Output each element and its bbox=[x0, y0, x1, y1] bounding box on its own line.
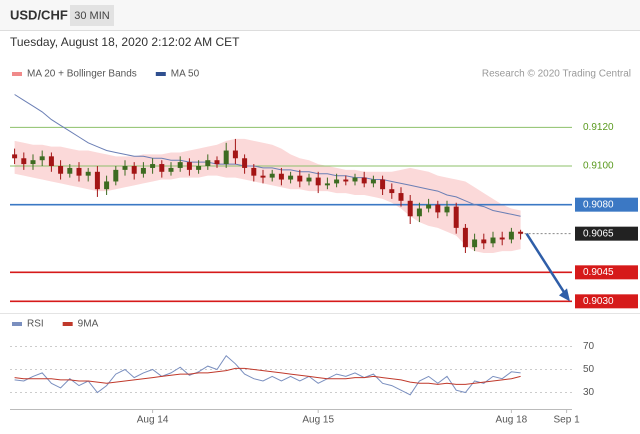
candle-body bbox=[389, 189, 395, 194]
x-tick-label: Aug 15 bbox=[302, 415, 334, 426]
candle-body bbox=[499, 237, 505, 240]
candle-body bbox=[48, 156, 54, 166]
candle-body bbox=[260, 175, 266, 178]
candle-body bbox=[251, 167, 257, 176]
candle-body bbox=[453, 206, 459, 228]
candle-body bbox=[315, 177, 321, 186]
candle-body bbox=[131, 166, 137, 174]
candle-body bbox=[30, 160, 36, 165]
level-box bbox=[575, 197, 638, 212]
candle-body bbox=[324, 183, 330, 186]
candle-body bbox=[334, 179, 340, 184]
candle-body bbox=[269, 173, 275, 178]
source: Research © 2020 Trading Central bbox=[482, 69, 631, 80]
candle-body bbox=[297, 175, 303, 182]
bollinger-band bbox=[14, 138, 521, 253]
candle-body bbox=[352, 177, 358, 182]
candle-body bbox=[462, 227, 468, 248]
candle-body bbox=[94, 171, 100, 190]
level-label: 0.9045 bbox=[583, 267, 614, 278]
indicator-line bbox=[14, 367, 521, 385]
ma50-line bbox=[14, 94, 521, 217]
candle-body bbox=[380, 179, 386, 190]
legend-swatch bbox=[12, 322, 22, 326]
level-label: 0.9120 bbox=[583, 122, 614, 133]
candle-body bbox=[242, 158, 248, 168]
candle-body bbox=[490, 237, 496, 244]
candle-body bbox=[85, 171, 91, 176]
candle-body bbox=[168, 167, 174, 172]
indicator-line bbox=[14, 354, 521, 396]
candle-body bbox=[21, 158, 27, 165]
candle-body bbox=[407, 200, 413, 217]
level-label: 0.9065 bbox=[583, 228, 614, 239]
legend-label: MA 20 + Bollinger Bands bbox=[27, 69, 137, 80]
candle-body bbox=[508, 231, 514, 240]
datetime: Tuesday, August 18, 2020 2:12:02 AM CET bbox=[10, 35, 240, 49]
legend-label: MA 50 bbox=[171, 69, 200, 80]
legend-label: 9MA bbox=[78, 319, 99, 330]
candle-body bbox=[122, 166, 128, 170]
pair: USD/CHF bbox=[10, 7, 68, 22]
candle-body bbox=[361, 177, 367, 184]
timeframe[interactable]: 30 MIN bbox=[74, 10, 110, 22]
candle-body bbox=[159, 164, 165, 172]
level-box bbox=[575, 226, 638, 241]
candle-body bbox=[370, 179, 376, 184]
candle-body bbox=[58, 166, 64, 174]
legend-swatch bbox=[62, 322, 73, 326]
candle-body bbox=[150, 164, 156, 168]
y-tick-label: 70 bbox=[583, 341, 595, 352]
candle-body bbox=[39, 156, 45, 161]
level-label: 0.9030 bbox=[583, 296, 614, 307]
candle-body bbox=[196, 166, 202, 170]
candle-body bbox=[426, 204, 432, 209]
candle-body bbox=[416, 208, 422, 217]
target-arrow bbox=[525, 232, 568, 297]
target-arrowhead bbox=[559, 288, 570, 302]
level-label: 0.9100 bbox=[583, 161, 614, 172]
candle-body bbox=[177, 162, 183, 168]
y-tick-label: 50 bbox=[583, 364, 595, 375]
legend-swatch bbox=[155, 72, 166, 76]
candle-body bbox=[288, 175, 294, 180]
legend-label: RSI bbox=[27, 319, 44, 330]
candle-body bbox=[518, 231, 524, 234]
candle-body bbox=[113, 169, 119, 182]
candle-body bbox=[435, 204, 441, 213]
candle-body bbox=[306, 177, 312, 182]
candle-body bbox=[223, 150, 229, 165]
candle-body bbox=[398, 193, 404, 201]
candle-body bbox=[343, 179, 349, 182]
legend-swatch bbox=[12, 72, 22, 76]
level-box bbox=[575, 294, 638, 309]
candle-body bbox=[481, 239, 487, 244]
candle-body bbox=[214, 160, 220, 165]
y-tick-label: 30 bbox=[583, 387, 595, 398]
candle-body bbox=[12, 154, 18, 159]
level-label: 0.9080 bbox=[583, 199, 614, 210]
candle-body bbox=[67, 167, 73, 174]
candle-body bbox=[232, 150, 238, 159]
candle-body bbox=[140, 167, 146, 174]
x-tick-label: Aug 14 bbox=[137, 415, 169, 426]
candle-body bbox=[278, 173, 284, 180]
candle-body bbox=[186, 162, 192, 170]
candle-body bbox=[444, 206, 450, 213]
candle-body bbox=[104, 181, 110, 190]
candle-body bbox=[472, 239, 478, 248]
x-tick-label: Sep 1 bbox=[554, 415, 581, 426]
level-box bbox=[575, 265, 638, 280]
candle-body bbox=[205, 160, 211, 166]
candle-body bbox=[76, 167, 82, 176]
timeframe-button[interactable] bbox=[70, 5, 114, 26]
x-tick-label: Aug 18 bbox=[496, 415, 528, 426]
